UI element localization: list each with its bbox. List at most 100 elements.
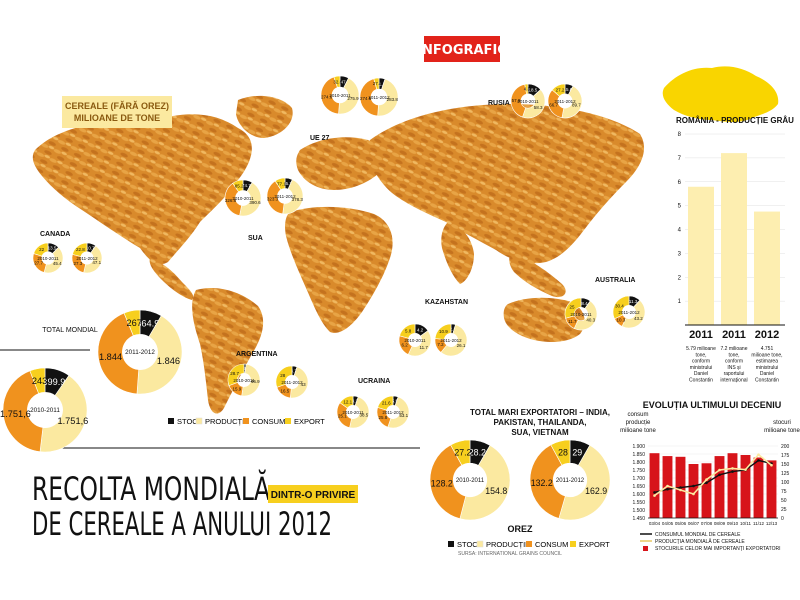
donut-label-export: 5.8 — [405, 329, 412, 334]
donut-label-consum: 15.9 — [232, 386, 241, 391]
decade-stock-bar — [766, 460, 777, 518]
decade-line-productie-point — [653, 494, 656, 497]
donut-label-productie: 162.9 — [585, 486, 607, 496]
donut-label-stoc: 2.1 — [449, 326, 456, 331]
donut-slice-consum — [320, 76, 340, 115]
map-australia — [503, 297, 585, 342]
romania-ytick: 1 — [678, 299, 682, 305]
donut-label-consum: 7.2 — [437, 342, 444, 347]
donut-label-export: 25 — [569, 305, 575, 310]
donut-label-consum: 16.5 — [281, 388, 290, 393]
decade-ytick-left: 1.600 — [632, 492, 645, 498]
donut-slice-export — [450, 439, 471, 466]
decade-stock-bar — [753, 457, 764, 518]
decade-left-axis-label: producție — [626, 420, 651, 426]
donut-0-0: 399.9 1.751,6 1.751,6 243 2010-2011 — [0, 367, 88, 453]
donut-center-period: 2011-2012 — [382, 410, 404, 415]
romania-bar-note: internațional — [720, 378, 747, 384]
decade-right-axis-label: stocuri — [773, 420, 791, 426]
decade-legend-stoc: STOCURILE CELOR MAI IMPORTANȚI EXPORTATO… — [655, 546, 780, 552]
donut-label-consum: 11.7 — [568, 319, 577, 324]
subtitle-badge-label: DINTR-O PRIVIRE — [271, 490, 356, 501]
decade-ytick-right: 25 — [781, 507, 787, 513]
donut-label-export: 27.4 — [373, 81, 382, 86]
legend-label-consum: CONSUM — [252, 417, 285, 426]
donut-center-period: 2011-2012 — [440, 338, 462, 343]
donut-slice-productie — [459, 444, 511, 521]
donut-slice-productie — [558, 444, 611, 521]
donut-center-period: 2010-2011 — [30, 407, 60, 414]
map-title-line-2: MILIOANE DE TONE — [74, 113, 160, 123]
map-north-america — [32, 114, 252, 265]
donut-7-0: 4.2 11.7 6.2 5.8 2010-2011 — [398, 323, 432, 357]
decade-line-productie-point — [718, 468, 721, 472]
country-title: CANADA — [40, 231, 70, 238]
donut-slice-export — [339, 395, 354, 409]
donut-slice-productie — [377, 78, 399, 117]
donut-label-consum: 25.1 — [338, 414, 347, 419]
donut-slice-export — [434, 323, 452, 340]
donut-slice-productie — [522, 89, 546, 119]
rice-legend-label-stoc: STOC — [457, 540, 478, 549]
donut-slice-consum — [529, 444, 566, 519]
decade-line-productie-point — [692, 492, 695, 496]
donut-label-stoc: 10.7 — [86, 245, 95, 250]
rice-title-line-3: SUA, VIETNAM — [511, 428, 569, 437]
donut-label-consum: 25.8 — [379, 415, 388, 420]
legend: STOC PRODUCȚIE CONSUM EXPORT — [168, 417, 325, 426]
donut-slice-consum — [429, 444, 467, 520]
decade-line-productie — [654, 453, 773, 497]
donut-label-consum: 323.3 — [267, 196, 279, 201]
donut-label-productie: 53.1 — [399, 413, 408, 418]
donut-label-export: 27.2 — [556, 88, 565, 93]
donut-label-productie: 154.8 — [485, 486, 507, 496]
donut-5-1: 4.7 43 16.5 28 2011-2012 — [275, 365, 309, 399]
donut-center-period: 2010-2011 — [329, 93, 351, 98]
donut-label-productie: 43 — [301, 382, 307, 387]
decade-ytick-right: 50 — [781, 498, 787, 504]
donut-1-1: 10.7 47.1 27.3 22.8 2011-2012 — [71, 242, 103, 274]
donut-center-period: 2010-2011 — [342, 410, 364, 415]
subtitle-badge — [268, 485, 358, 503]
donut-center-period: 2011-2012 — [554, 99, 576, 104]
donut-label-export: 28 — [558, 448, 568, 458]
romania-bar-year: 2012 — [755, 329, 779, 341]
legend-label-stoc: STOC — [177, 417, 198, 426]
donut-label-consum: 1.751,6 — [0, 409, 31, 419]
donut-center-period: 2010-2011 — [404, 338, 426, 343]
romania-ytick: 7 — [678, 156, 682, 162]
decade-ytick-left: 1.500 — [632, 508, 645, 514]
romania-bar-note: 4.751 — [761, 346, 774, 352]
romania-ytick: 5 — [678, 204, 682, 210]
donut-slice-consum — [2, 370, 44, 453]
donut-label-productie: 283.8 — [387, 97, 399, 102]
donut-slice-export — [123, 309, 141, 337]
donut-label-stoc: 29 — [572, 448, 582, 458]
rice-title-line-2: PAKISTAN, THAILANDA, — [493, 418, 586, 427]
decade-title: EVOLUȚIA ULTIMULUI DECENIU — [643, 400, 782, 410]
country-title: RUSIA — [488, 100, 510, 107]
rice-legend-label-export: EXPORT — [579, 540, 610, 549]
donut-label-consum: 6.2 — [402, 342, 409, 347]
map-asia — [370, 104, 645, 264]
donut-label-export: 22.8 — [76, 247, 85, 252]
donut-label-productie: 11.7 — [420, 345, 429, 350]
romania-bar-year: 2011 — [689, 329, 713, 341]
donut-slice-export — [232, 179, 244, 193]
donut-label-stoc: 31.7 — [377, 81, 386, 86]
donut-label-stoc: 5.5 — [392, 398, 399, 403]
donut-label-stoc: 4.7 — [291, 368, 298, 373]
donut-label-productie: 40.3 — [586, 317, 595, 322]
donut-label-productie: 38.5 — [360, 413, 369, 418]
donut-label-stoc: 4.2 — [417, 327, 424, 332]
decade-line-productie-point — [757, 453, 760, 456]
donut-center-period: 2010-2011 — [456, 478, 485, 484]
decade-legend-swatch-stoc — [643, 546, 648, 551]
decade-line-productie-point — [679, 488, 682, 492]
donut-6-1: 5.5 53.1 25.8 21.6 2011-2012 — [376, 395, 410, 429]
donut-slice-consum — [359, 78, 379, 117]
total-mondial-title: TOTAL MONDIAL — [42, 327, 98, 334]
rice-legend-swatch-stoc — [448, 541, 454, 547]
donut-label-consum: 132.2 — [531, 478, 553, 488]
donut-center-period: 2010-2011 — [570, 312, 592, 317]
